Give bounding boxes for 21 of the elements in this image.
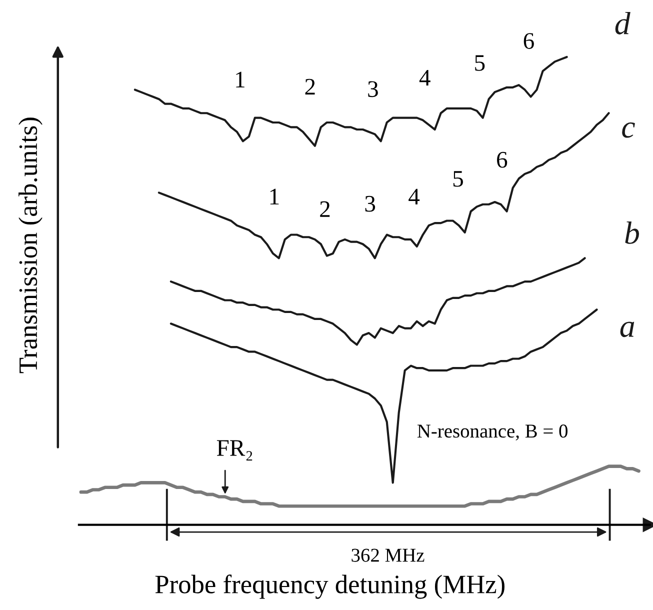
x-axis-title: Probe frequency detuning (MHz) [155,574,504,599]
annotation: 6 [497,152,508,168]
y-axis-title: Transmission (arb.units) [18,118,42,374]
series-label: b [625,221,640,244]
series-label: c [622,122,635,138]
annotation: 1 [270,188,279,204]
annotation: 4 [408,188,420,204]
series-label: a [620,322,634,338]
annotation: N-resonance, B = 0 [417,424,568,440]
annotation: 3 [368,81,378,98]
annotation: 2 [305,78,315,94]
annotation: 2 [320,201,330,217]
annotation: 5 [453,171,463,187]
annotation: 3 [365,196,376,212]
series-label: d [615,12,630,34]
text: 362 MHz [352,548,424,562]
annotation: FR₂ [216,440,252,461]
annotation: 4 [419,70,430,86]
annotation: 1 [236,72,244,88]
annotation: 5 [475,55,485,71]
text: 6 [524,33,534,49]
